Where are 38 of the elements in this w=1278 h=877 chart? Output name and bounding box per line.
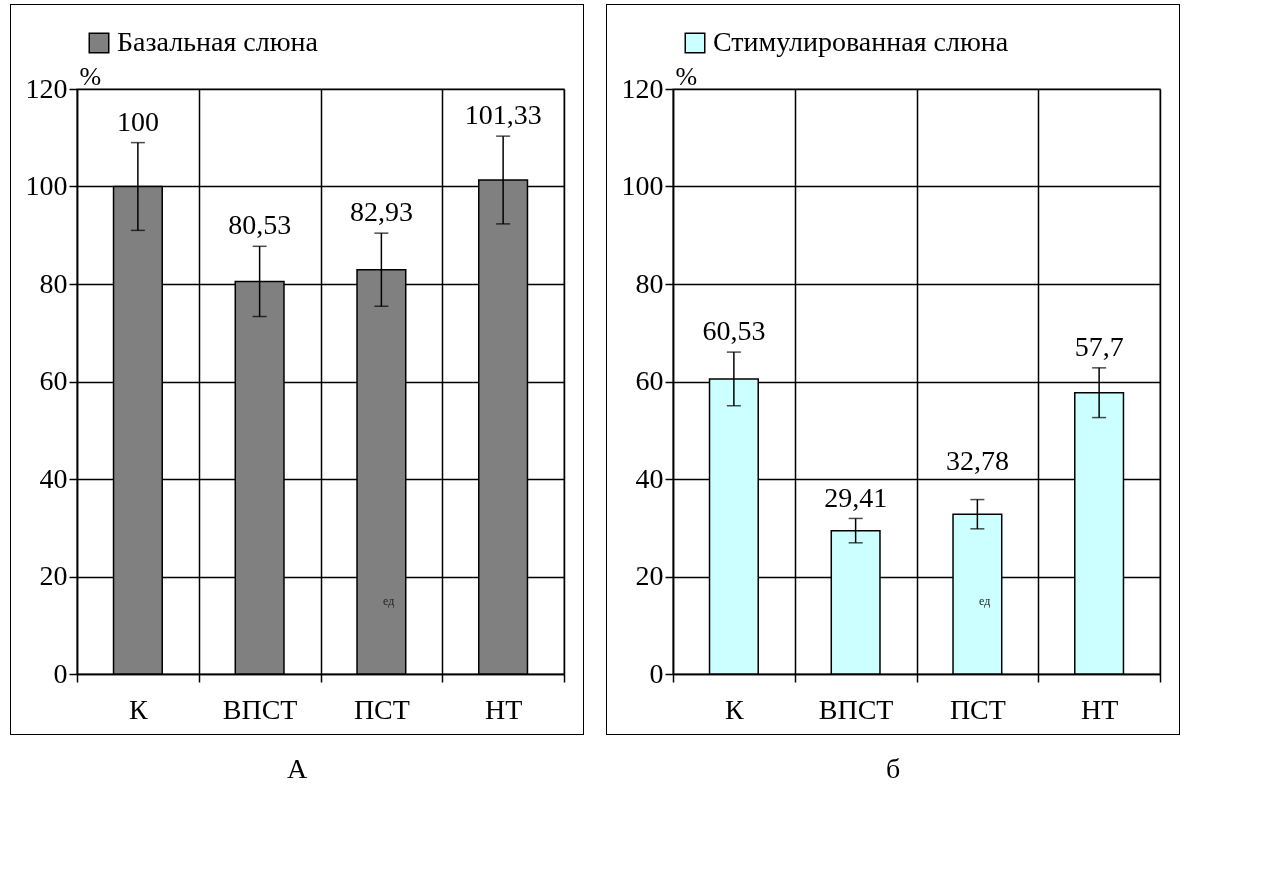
y-tick-label: 0: [649, 657, 664, 689]
y-tick-label: 80: [635, 267, 664, 299]
x-tick-label: ПСТ: [949, 693, 1006, 725]
data-label: 101,33: [464, 99, 542, 131]
y-tick-label: 40: [635, 462, 664, 494]
data-label: 80,53: [228, 209, 292, 241]
x-tick-label: НТ: [484, 693, 523, 725]
y-tick-label: 100: [25, 170, 68, 201]
data-label: 82,93: [349, 196, 413, 228]
x-tick-label: К: [129, 693, 149, 725]
y-tick-label: 100: [621, 170, 664, 201]
y-tick-label: 40: [39, 462, 68, 494]
text: б: [885, 753, 901, 785]
annotation: ед: [979, 593, 991, 608]
legend-label: Стимулированная слюна: [713, 26, 1009, 57]
y-tick-label: 20: [39, 560, 68, 591]
x-tick-label: ПСТ: [353, 693, 410, 725]
data-label: 100: [116, 105, 159, 137]
y-tick-label: 120: [25, 72, 68, 104]
y-tick-label: 120: [621, 72, 664, 104]
x-tick-label: ВПСТ: [818, 693, 894, 725]
y-tick-label: 60: [635, 365, 664, 396]
x-tick-label: ВПСТ: [222, 693, 298, 725]
data-label: 29,41: [824, 481, 888, 513]
data-label: 32,78: [945, 445, 1009, 477]
annotation: ед: [383, 593, 395, 608]
y-tick-label: 0: [53, 657, 68, 689]
text: А: [286, 753, 308, 785]
y-axis-title: %: [79, 61, 102, 91]
y-tick-label: 80: [39, 267, 68, 299]
y-tick-label: 20: [635, 560, 664, 591]
y-axis-title: %: [675, 61, 698, 91]
data-label: 60,53: [702, 315, 766, 347]
data-label: 57,7: [1074, 331, 1124, 362]
legend-label: Базальная слюна: [117, 26, 319, 57]
x-tick-label: К: [725, 693, 745, 725]
x-tick-label: НТ: [1080, 693, 1119, 725]
y-tick-label: 60: [39, 365, 68, 396]
